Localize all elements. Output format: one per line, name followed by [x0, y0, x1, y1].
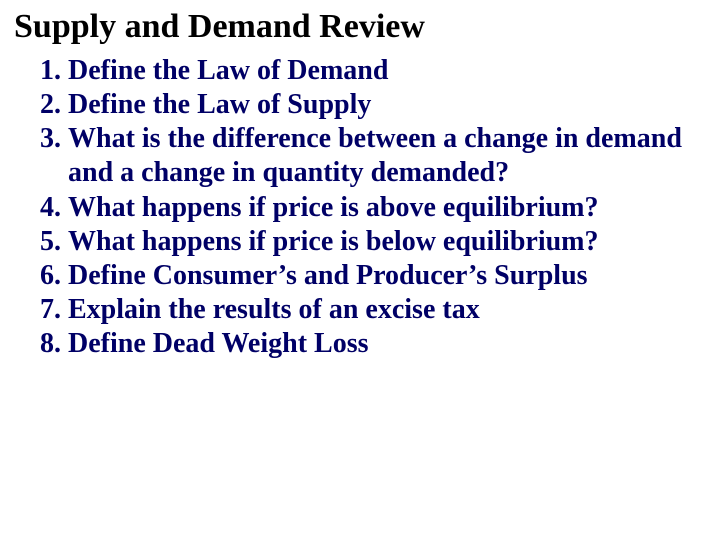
list-item: Define the Law of Demand — [68, 54, 706, 88]
list-item: Explain the results of an excise tax — [68, 293, 706, 327]
list-item: What is the difference between a change … — [68, 122, 706, 190]
question-list: Define the Law of Demand Define the Law … — [14, 54, 706, 361]
list-item: What happens if price is below equilibri… — [68, 225, 706, 259]
page-title: Supply and Demand Review — [14, 8, 706, 46]
list-item: What happens if price is above equilibri… — [68, 191, 706, 225]
list-item: Define Consumer’s and Producer’s Surplus — [68, 259, 706, 293]
list-item: Define the Law of Supply — [68, 88, 706, 122]
list-item: Define Dead Weight Loss — [68, 327, 706, 361]
slide-page: Supply and Demand Review Define the Law … — [0, 0, 720, 361]
